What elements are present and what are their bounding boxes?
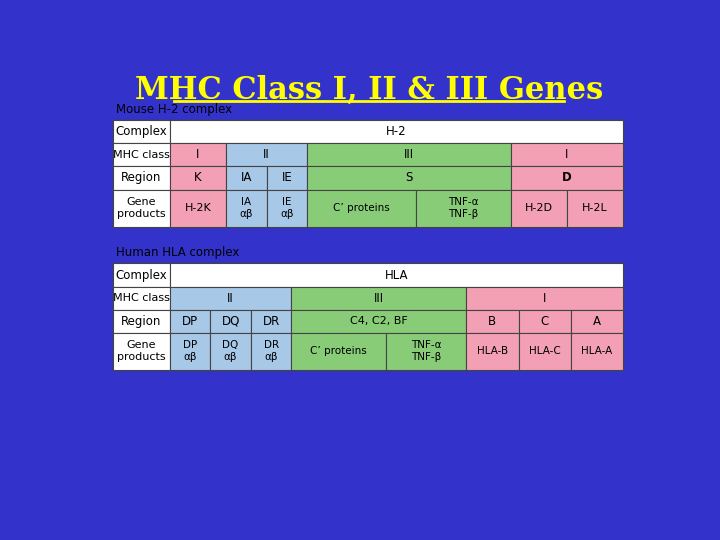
Text: H-2D: H-2D (525, 203, 553, 213)
Bar (466, 287, 624, 309)
Text: II: II (264, 148, 270, 161)
Bar (226, 143, 307, 166)
Bar (210, 333, 251, 370)
Text: HLA-A: HLA-A (582, 346, 613, 356)
Bar (307, 166, 510, 190)
Text: C’ proteins: C’ proteins (333, 203, 390, 213)
Bar (466, 333, 518, 370)
Text: IE: IE (282, 172, 292, 185)
Text: DP: DP (182, 315, 198, 328)
Bar (226, 190, 266, 226)
Bar (251, 333, 292, 370)
Bar (113, 143, 170, 166)
Bar (170, 166, 226, 190)
Text: H-2: H-2 (386, 125, 407, 138)
Text: TNF-α
TNF-β: TNF-α TNF-β (448, 197, 479, 219)
Text: II: II (228, 292, 234, 305)
Bar (251, 309, 292, 333)
Bar (307, 190, 416, 226)
Text: Complex: Complex (116, 268, 168, 281)
Text: Region: Region (122, 315, 162, 328)
Text: MHC class: MHC class (113, 150, 170, 160)
Text: HLA: HLA (384, 268, 408, 281)
Bar (518, 309, 571, 333)
Bar (113, 309, 170, 333)
Text: MHC class: MHC class (113, 293, 170, 303)
Bar (292, 309, 466, 333)
Text: C4, C2, BF: C4, C2, BF (350, 316, 408, 326)
Bar (226, 166, 266, 190)
Text: IA: IA (240, 172, 252, 185)
Bar (113, 166, 170, 190)
Text: Gene
products: Gene products (117, 340, 166, 362)
Text: Region: Region (122, 172, 162, 185)
Text: DP
αβ: DP αβ (183, 340, 197, 362)
Bar (170, 309, 210, 333)
Text: K: K (194, 172, 202, 185)
Bar (170, 287, 292, 309)
Text: III: III (404, 148, 414, 161)
Text: H-2K: H-2K (184, 203, 211, 213)
Bar (170, 120, 624, 143)
Text: HLA-B: HLA-B (477, 346, 508, 356)
Bar (210, 309, 251, 333)
Bar (170, 264, 624, 287)
Text: HLA-C: HLA-C (528, 346, 561, 356)
Text: B: B (488, 315, 496, 328)
Text: Human HLA complex: Human HLA complex (117, 246, 240, 259)
Text: TNF-α
TNF-β: TNF-α TNF-β (411, 340, 441, 362)
Text: I: I (197, 148, 199, 161)
Bar (571, 309, 624, 333)
Text: Gene
products: Gene products (117, 197, 166, 219)
Text: III: III (374, 292, 384, 305)
Bar (571, 333, 624, 370)
Bar (567, 190, 624, 226)
Text: IA
αβ: IA αβ (240, 197, 253, 219)
Bar (113, 190, 170, 226)
Text: A: A (593, 315, 601, 328)
Bar (170, 333, 210, 370)
Bar (518, 333, 571, 370)
Text: C: C (541, 315, 549, 328)
Bar (386, 333, 466, 370)
Bar (510, 190, 567, 226)
Text: D: D (562, 172, 572, 185)
Text: DR: DR (263, 315, 280, 328)
Text: DQ
αβ: DQ αβ (222, 340, 239, 362)
Text: DQ: DQ (222, 315, 240, 328)
Text: H-2L: H-2L (582, 203, 608, 213)
Bar (113, 120, 624, 226)
Bar (266, 190, 307, 226)
Bar (292, 287, 466, 309)
Bar (113, 264, 170, 287)
Bar (292, 333, 386, 370)
Text: IE
αβ: IE αβ (280, 197, 294, 219)
Text: C’ proteins: C’ proteins (310, 346, 367, 356)
Bar (170, 190, 226, 226)
Bar (510, 166, 624, 190)
Bar (307, 143, 510, 166)
Text: DR
αβ: DR αβ (264, 340, 279, 362)
Text: MHC Class I, II & III Genes: MHC Class I, II & III Genes (135, 75, 603, 106)
Bar (113, 120, 170, 143)
Bar (510, 143, 624, 166)
Bar (266, 166, 307, 190)
Bar (113, 333, 170, 370)
Text: Complex: Complex (116, 125, 168, 138)
Bar (170, 143, 226, 166)
Bar (113, 287, 170, 309)
Text: S: S (405, 172, 413, 185)
Text: I: I (565, 148, 569, 161)
Bar (466, 309, 518, 333)
Text: Mouse H-2 complex: Mouse H-2 complex (117, 103, 233, 116)
Text: I: I (543, 292, 546, 305)
Bar (416, 190, 510, 226)
Bar (113, 264, 624, 370)
